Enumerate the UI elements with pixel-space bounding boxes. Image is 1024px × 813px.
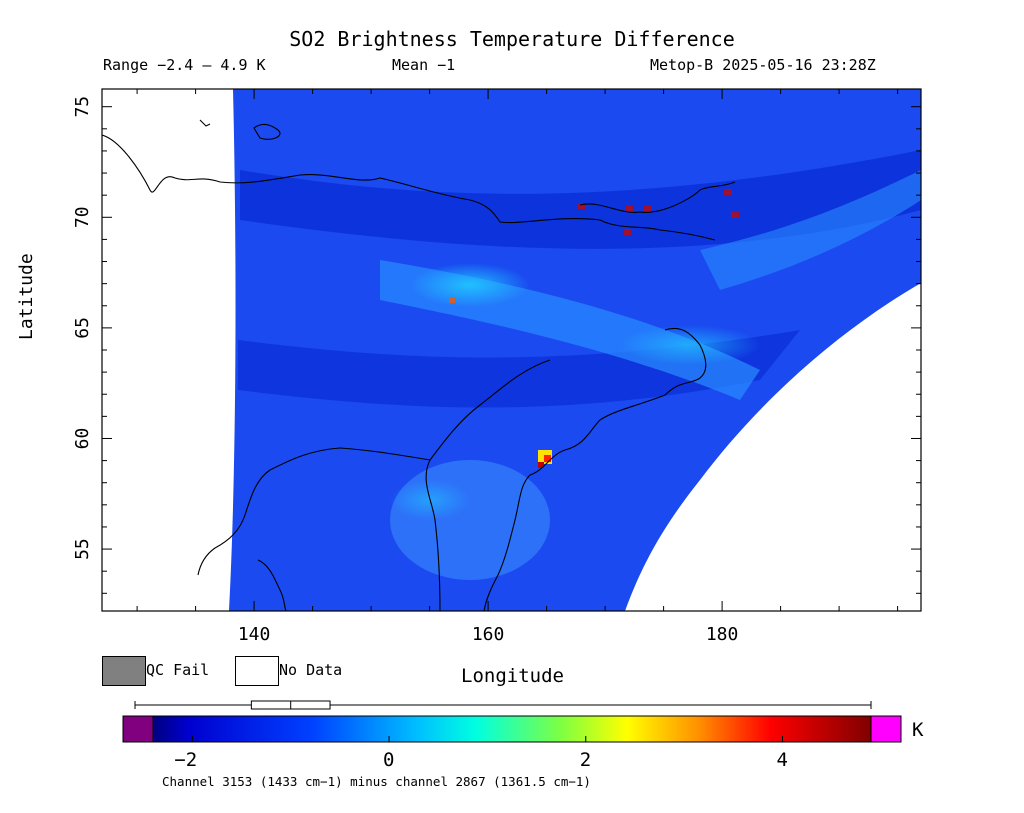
latitude-tick-label: 65 xyxy=(72,317,93,339)
coastline-island xyxy=(257,559,287,611)
latitude-tick-label: 70 xyxy=(72,206,93,228)
pixel-dark-red xyxy=(644,206,651,212)
latitude-tick-label: 60 xyxy=(72,428,93,450)
colorbar-tick-label: 2 xyxy=(579,749,592,771)
colorbar-unit: K xyxy=(912,719,924,741)
box-whisker xyxy=(134,700,872,710)
no-data-swatch xyxy=(235,656,279,686)
swath-cyan-patch-east xyxy=(620,325,760,365)
footnote: Channel 3153 (1433 cm−1) minus channel 2… xyxy=(162,774,591,789)
colorbar-over-swatch xyxy=(870,715,902,743)
no-data-label: No Data xyxy=(279,661,343,679)
swath-dark-band-north xyxy=(240,150,921,249)
colorbar-ticks xyxy=(191,736,783,742)
coastline-sea-of-okhotsk xyxy=(197,447,431,576)
pixel-dark-red xyxy=(626,206,633,212)
hotspot-dark-red xyxy=(538,462,544,468)
coastline-northeast xyxy=(579,181,736,213)
longitude-tick-label: 180 xyxy=(706,624,739,645)
coastline-river xyxy=(253,123,281,140)
qc-fail-label: QC Fail xyxy=(146,661,210,679)
axis-ticks xyxy=(102,89,921,611)
pixel-dark-red xyxy=(578,203,585,209)
coastlines xyxy=(102,119,736,611)
longitude-tick-label: 160 xyxy=(472,624,505,645)
data-swath xyxy=(229,89,921,611)
coastline-west xyxy=(102,134,716,241)
chart-title: SO2 Brightness Temperature Difference xyxy=(289,27,735,51)
latitude-tick-labels: 75 70 65 60 55 xyxy=(72,96,93,560)
colorbar-tick-label: 4 xyxy=(776,749,788,771)
longitude-tick-label: 140 xyxy=(238,624,271,645)
latitude-tick-label: 75 xyxy=(72,96,93,118)
range-label: Range −2.4 – 4.9 K xyxy=(103,56,266,74)
swath-light-patch-south xyxy=(390,460,550,580)
swath-light-band-east xyxy=(700,170,921,290)
colorbar xyxy=(152,715,872,743)
y-axis-title: Latitude xyxy=(16,253,37,340)
pixel-dark-red xyxy=(624,229,631,235)
latitude-tick-label: 55 xyxy=(72,538,93,560)
pixel-dark-red xyxy=(724,189,732,195)
colorbar-tick-label: −2 xyxy=(174,749,198,771)
coastline-peninsula xyxy=(483,327,707,611)
x-axis-title: Longitude xyxy=(461,665,564,687)
mean-label: Mean −1 xyxy=(392,56,456,74)
hotspot-red xyxy=(544,455,551,462)
longitude-tick-labels: 140 160 180 xyxy=(238,624,739,645)
pixel-orange xyxy=(449,298,455,303)
swath-cyan-patch-north xyxy=(410,263,530,307)
satellite-label: Metop-B 2025-05-16 23:28Z xyxy=(650,56,876,74)
pixel-dark-red xyxy=(731,212,739,218)
qc-fail-swatch xyxy=(102,656,146,686)
colorbar-tick-label: 0 xyxy=(383,749,395,771)
colorbar-under-swatch xyxy=(122,715,154,743)
coastline-small-lake xyxy=(199,119,211,127)
